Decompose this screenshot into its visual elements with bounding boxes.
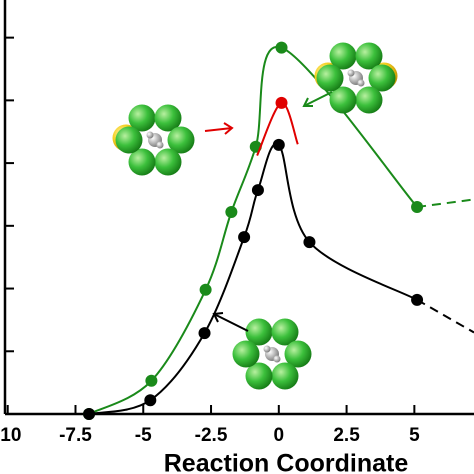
data-point bbox=[303, 236, 316, 249]
series-line bbox=[88, 45, 418, 415]
data-point bbox=[251, 184, 264, 197]
arrows bbox=[204, 91, 333, 332]
data-point bbox=[275, 96, 288, 109]
data-point bbox=[145, 374, 158, 387]
plot: -10 -7.5 -5 -2.5 0 2.5 5 bbox=[0, 0, 474, 446]
data-point bbox=[275, 41, 288, 54]
x-tick-label: -7.5 bbox=[59, 425, 92, 446]
data-point bbox=[238, 231, 251, 244]
data-point bbox=[83, 408, 96, 420]
molecule bbox=[316, 42, 396, 114]
x-tick-label: 5 bbox=[409, 425, 420, 446]
data-point bbox=[199, 283, 212, 296]
series-line bbox=[416, 298, 474, 334]
molecule bbox=[115, 104, 195, 176]
x-axis-title: Reaction Coordinate bbox=[164, 450, 409, 474]
x-tick-label: 0 bbox=[274, 425, 285, 446]
arrow bbox=[212, 312, 249, 332]
arrow bbox=[302, 91, 333, 107]
series-line bbox=[416, 198, 474, 208]
arrow bbox=[204, 122, 234, 135]
x-tick-label: -2.5 bbox=[195, 425, 228, 446]
molecules bbox=[112, 42, 398, 390]
data-point bbox=[225, 206, 238, 219]
x-tick-label: -10 bbox=[0, 425, 21, 446]
data-point bbox=[144, 394, 157, 407]
x-tick-label: -5 bbox=[135, 425, 152, 446]
data-point bbox=[198, 327, 211, 340]
data-point bbox=[272, 138, 285, 151]
x-tick-label: 2.5 bbox=[333, 425, 360, 446]
